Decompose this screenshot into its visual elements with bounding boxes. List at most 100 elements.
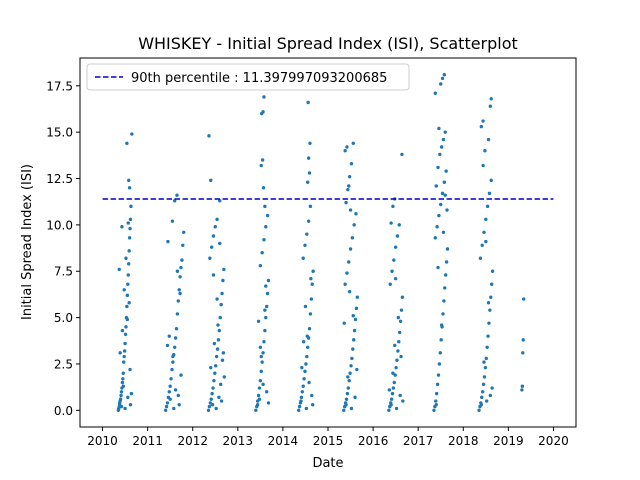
data-point [396, 315, 401, 320]
data-point [117, 401, 122, 405]
data-point [399, 308, 404, 312]
data-point [436, 265, 440, 270]
data-point [352, 223, 356, 227]
data-point [349, 364, 353, 368]
data-point [342, 321, 346, 325]
data-point [439, 323, 444, 327]
data-point [215, 297, 219, 301]
data-point [214, 406, 218, 411]
data-point [394, 365, 398, 370]
data-point [175, 193, 179, 197]
data-point [219, 302, 223, 307]
y-axis: 0.0 2.5 5.0 7.5 10.0 12.5 15.0 17.5 [46, 79, 80, 418]
data-point [345, 391, 350, 396]
data-point [175, 312, 180, 316]
data-point [215, 217, 219, 222]
data-point [176, 393, 180, 398]
data-point [119, 404, 124, 409]
data-point [343, 282, 347, 286]
data-point [483, 365, 488, 370]
data-point [350, 356, 354, 361]
data-point [304, 406, 309, 411]
data-point [262, 238, 266, 242]
y-tick-label: 2.5 [54, 357, 73, 371]
data-point [123, 406, 127, 411]
data-point [310, 393, 314, 398]
data-point [128, 226, 132, 231]
data-point [352, 328, 357, 333]
data-point [387, 408, 391, 413]
data-point [434, 391, 439, 396]
data-point [434, 184, 438, 188]
data-point [261, 110, 265, 114]
x-tick-label: 2010 [87, 434, 118, 448]
data-point [263, 204, 267, 209]
data-point [485, 399, 489, 403]
data-point [123, 341, 127, 346]
data-point [117, 267, 121, 272]
data-point [342, 408, 346, 413]
data-point [128, 217, 133, 222]
data-point [304, 362, 308, 366]
data-point [210, 391, 214, 396]
x-tick-label: 2016 [358, 434, 389, 448]
data-point [125, 317, 130, 322]
data-point [170, 367, 174, 372]
data-point [218, 241, 222, 246]
data-point [214, 354, 219, 359]
data-point [388, 282, 392, 286]
data-point [488, 104, 493, 108]
data-point [179, 373, 183, 377]
data-point [436, 373, 441, 377]
data-point [217, 328, 222, 333]
data-point [439, 338, 443, 342]
data-point [398, 319, 403, 324]
data-point [127, 262, 131, 266]
x-tick-label: 2020 [538, 434, 569, 448]
legend: 90th percentile : 11.397997093200685 [86, 63, 410, 91]
data-point [163, 408, 168, 413]
data-point [300, 390, 304, 394]
data-point [393, 373, 397, 377]
data-point [164, 404, 169, 409]
data-point [261, 351, 265, 355]
data-point [301, 384, 305, 388]
data-point [211, 273, 216, 277]
y-tick-label: 5.0 [54, 311, 73, 325]
data-point [521, 338, 525, 342]
data-point [127, 301, 131, 305]
data-point [209, 245, 214, 249]
data-point [256, 319, 261, 324]
data-point [350, 236, 355, 240]
data-point [481, 163, 485, 168]
data-point [121, 377, 125, 381]
x-tick-label: 2018 [448, 434, 479, 448]
data-point [299, 399, 303, 403]
data-point [309, 276, 313, 281]
data-point [401, 399, 405, 403]
data-point [443, 273, 448, 277]
data-point [489, 178, 493, 183]
data-point [307, 171, 312, 175]
data-point [168, 397, 172, 401]
data-point [490, 269, 495, 273]
data-point [172, 406, 176, 411]
data-point [211, 234, 216, 238]
data-point [347, 174, 352, 179]
data-point [169, 377, 173, 381]
data-point [395, 358, 399, 362]
data-point [301, 340, 306, 344]
data-point [351, 314, 355, 318]
data-point [399, 354, 403, 359]
x-axis-label: Date [312, 456, 343, 471]
data-point [222, 375, 226, 379]
data-point [484, 217, 488, 222]
data-point [301, 256, 305, 260]
data-point [264, 304, 269, 309]
data-point [354, 306, 359, 311]
data-point [309, 297, 314, 301]
data-point [390, 391, 395, 396]
data-point [387, 388, 392, 392]
y-axis-label: Initial Spread Index (ISI) [20, 164, 35, 320]
data-point [353, 317, 358, 322]
